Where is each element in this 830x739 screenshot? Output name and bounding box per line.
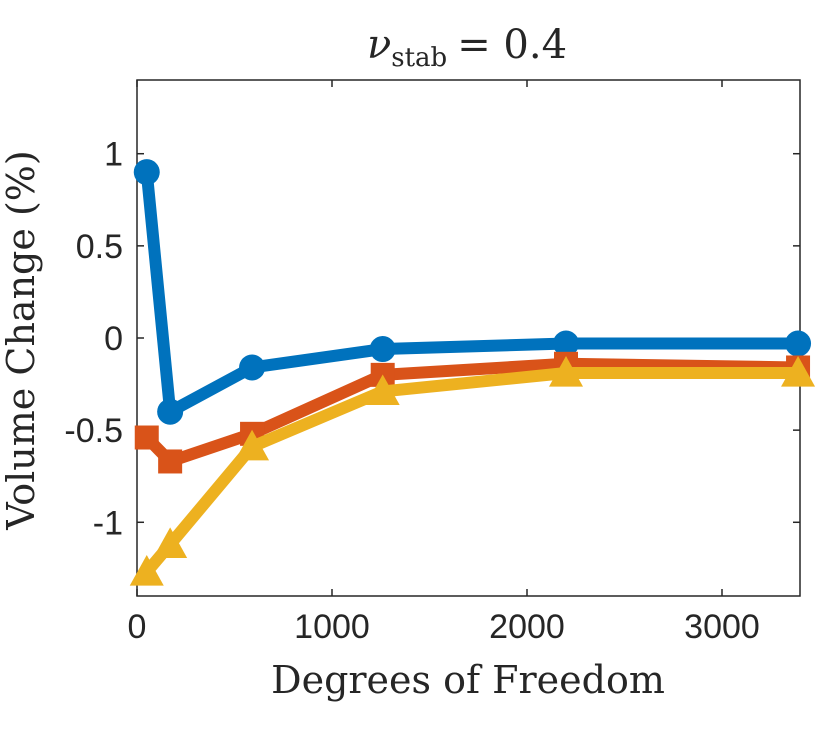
series-3-point xyxy=(549,356,583,387)
y-tick-label: -1 xyxy=(93,504,123,542)
series-3-point xyxy=(781,356,816,387)
series-3-point xyxy=(153,527,188,558)
title-symbol: ν xyxy=(367,22,391,68)
y-tick-label: -0.5 xyxy=(64,412,123,450)
series-1-point xyxy=(553,330,579,357)
series-2-point xyxy=(158,449,183,474)
series-3-point xyxy=(129,555,164,586)
y-tick-label: 1 xyxy=(104,136,123,174)
x-tick-label: 2000 xyxy=(489,608,565,646)
title-value: = 0.4 xyxy=(457,22,567,68)
series-layer xyxy=(129,159,816,586)
series-1-line xyxy=(140,166,805,418)
x-tick-label: 3000 xyxy=(684,608,760,646)
series-1-point xyxy=(785,330,812,357)
title-subscript: stab xyxy=(391,43,447,73)
y-tick-label: 0 xyxy=(104,320,123,358)
series-3-line xyxy=(140,367,805,579)
series-1-point xyxy=(157,398,184,425)
series-1-point xyxy=(133,159,160,186)
y-axis-label: Volume Change (%) xyxy=(0,150,43,530)
series-3-point xyxy=(235,429,270,461)
series-1-point xyxy=(369,336,396,363)
axis-ticks: 0 1000 2000 3000 -1 -0.5 0 0.5 1 xyxy=(64,80,800,646)
x-tick-label: 1000 xyxy=(294,608,370,646)
chart-title: νstab = 0.4 xyxy=(367,22,567,73)
series-1-point xyxy=(239,354,266,381)
y-tick-label: 0.5 xyxy=(76,228,123,266)
series-3-point xyxy=(365,374,400,406)
series-3-group xyxy=(129,356,816,586)
series-2-point xyxy=(134,425,159,450)
x-axis-label: Degrees of Freedom xyxy=(271,658,665,702)
series-1-group xyxy=(133,159,812,425)
x-tick-label: 0 xyxy=(128,608,147,646)
